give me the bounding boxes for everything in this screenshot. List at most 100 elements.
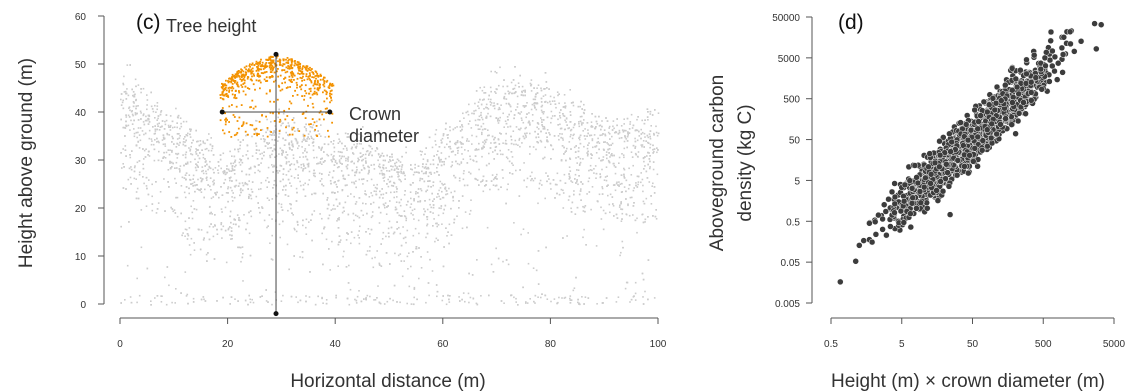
lidar-point xyxy=(522,286,524,289)
lidar-point xyxy=(346,297,349,300)
crown-point xyxy=(267,58,270,61)
crown-point xyxy=(244,85,247,88)
lidar-point xyxy=(546,180,548,183)
lidar-point xyxy=(468,171,470,173)
lidar-point xyxy=(579,161,582,164)
lidar-point xyxy=(541,119,543,121)
lidar-point xyxy=(358,216,361,219)
lidar-point xyxy=(157,202,160,204)
lidar-point xyxy=(443,146,446,149)
lidar-point xyxy=(635,129,637,131)
lidar-point xyxy=(431,270,434,272)
lidar-point xyxy=(642,157,645,160)
lidar-point xyxy=(182,141,185,143)
lidar-point xyxy=(517,112,520,114)
lidar-point xyxy=(627,203,629,205)
lidar-point xyxy=(623,175,625,178)
lidar-point xyxy=(397,254,400,257)
lidar-point xyxy=(132,114,134,117)
lidar-point xyxy=(502,142,504,144)
lidar-point xyxy=(440,205,443,207)
lidar-point xyxy=(189,128,191,130)
lidar-point xyxy=(342,206,345,209)
lidar-point xyxy=(527,262,530,265)
lidar-point xyxy=(428,294,430,297)
lidar-point xyxy=(391,153,393,156)
crown-point xyxy=(308,77,311,80)
lidar-point xyxy=(608,144,611,147)
lidar-point xyxy=(186,293,189,296)
lidar-point xyxy=(260,188,262,190)
lidar-point xyxy=(589,134,591,137)
crown-point xyxy=(273,62,276,65)
lidar-point xyxy=(524,89,526,92)
lidar-point xyxy=(337,180,339,182)
lidar-point xyxy=(644,119,646,121)
crown-point xyxy=(266,127,269,129)
panel-c-y-tick-label: 60 xyxy=(75,12,87,23)
lidar-point xyxy=(491,135,494,138)
lidar-point xyxy=(347,158,349,160)
lidar-point xyxy=(392,299,394,302)
crown-point xyxy=(238,91,241,94)
lidar-point xyxy=(490,142,492,144)
lidar-point xyxy=(251,155,254,157)
lidar-point xyxy=(607,159,610,162)
lidar-point xyxy=(656,147,658,149)
lidar-point xyxy=(432,163,435,166)
lidar-point xyxy=(605,117,607,119)
lidar-point xyxy=(195,151,197,153)
lidar-point xyxy=(413,171,416,174)
lidar-point xyxy=(550,121,552,124)
lidar-point xyxy=(333,155,335,157)
crown-point xyxy=(269,90,271,93)
lidar-point xyxy=(438,157,440,160)
lidar-point xyxy=(579,120,582,123)
crown-point xyxy=(329,95,331,97)
crown-point xyxy=(224,83,226,86)
lidar-point xyxy=(143,149,146,152)
crown-point xyxy=(269,57,271,60)
lidar-point xyxy=(261,207,264,209)
panel-c-y-tick-label: 0 xyxy=(80,300,86,311)
lidar-point xyxy=(537,84,540,86)
crown-point xyxy=(296,86,298,89)
lidar-point xyxy=(421,178,424,180)
crown-point xyxy=(313,121,316,124)
lidar-point xyxy=(579,134,582,137)
lidar-point xyxy=(619,204,621,207)
lidar-point xyxy=(376,148,379,150)
lidar-point xyxy=(494,149,496,152)
lidar-point xyxy=(519,74,521,77)
lidar-point xyxy=(307,133,310,135)
lidar-point xyxy=(296,142,299,145)
lidar-point xyxy=(214,214,216,216)
crown-point xyxy=(259,60,262,63)
lidar-point xyxy=(290,140,293,142)
lidar-point xyxy=(436,295,438,298)
lidar-point xyxy=(366,150,369,152)
lidar-point xyxy=(194,166,197,169)
lidar-point xyxy=(619,254,621,257)
lidar-point xyxy=(608,148,611,150)
crown-point xyxy=(230,78,233,80)
lidar-point xyxy=(153,133,156,135)
lidar-point xyxy=(561,137,564,140)
lidar-point xyxy=(342,177,345,180)
lidar-point xyxy=(616,181,618,184)
crown-point xyxy=(242,78,245,80)
lidar-point xyxy=(579,190,582,192)
lidar-point xyxy=(456,162,459,165)
crown-point xyxy=(310,81,313,84)
crown-point xyxy=(265,71,268,73)
crown-point xyxy=(269,65,271,67)
lidar-point xyxy=(322,185,325,187)
lidar-point xyxy=(337,191,339,193)
lidar-point xyxy=(159,191,162,193)
lidar-point xyxy=(326,207,329,210)
lidar-point xyxy=(206,231,209,234)
lidar-point xyxy=(601,125,603,128)
lidar-point xyxy=(381,152,384,155)
lidar-point xyxy=(384,206,386,209)
lidar-point xyxy=(530,179,532,182)
